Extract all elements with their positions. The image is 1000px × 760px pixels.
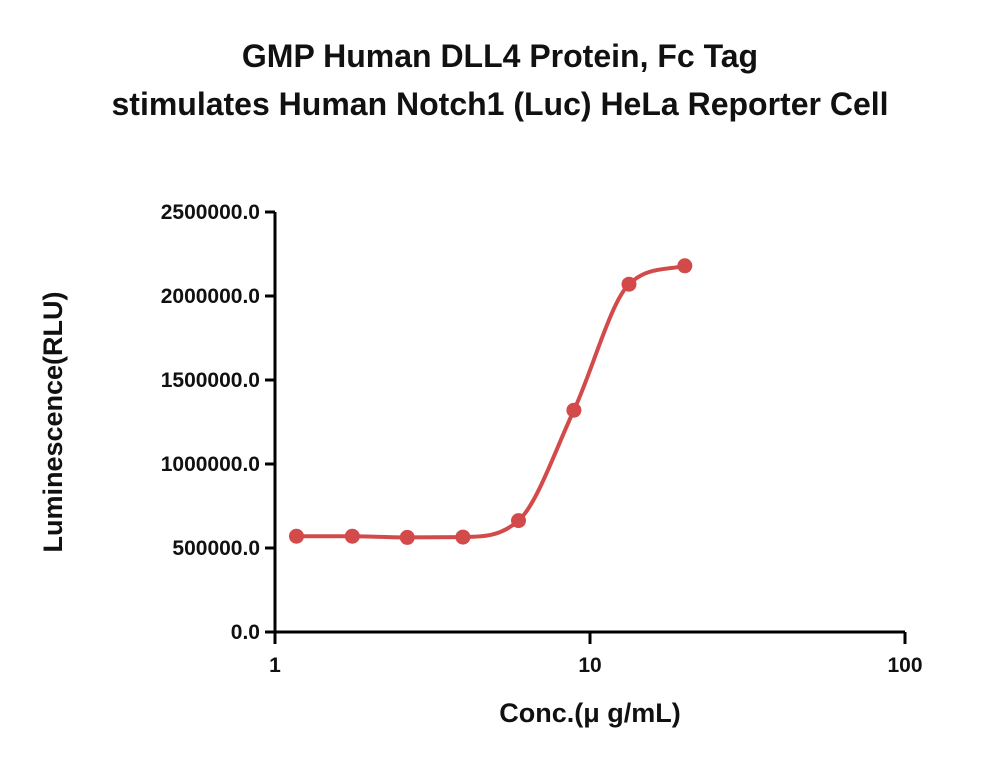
x-tick-label: 1: [269, 654, 281, 677]
data-point: [455, 529, 471, 545]
x-tick-label: 10: [578, 654, 601, 677]
data-point: [511, 513, 527, 529]
data-point: [344, 528, 360, 544]
data-point: [677, 258, 693, 274]
y-tick-label: 1500000.0: [161, 369, 260, 392]
x-axis-ticks: 1 10 100: [269, 632, 923, 677]
y-tick-label: 1000000.0: [161, 453, 260, 476]
y-axis-ticks: 0.0 500000.0 1000000.0 1500000.0 2000000.0 25…: [161, 201, 275, 644]
y-tick-label: 2000000.0: [161, 285, 260, 308]
data-points: [288, 258, 693, 545]
x-axis-title: Conc.(μ g/mL): [499, 698, 681, 728]
y-tick-label: 2500000.0: [161, 201, 260, 224]
chart-axes: [273, 212, 905, 634]
data-point: [288, 528, 304, 544]
chart-title-line-2: stimulates Human Notch1 (Luc) HeLa Repor…: [111, 86, 889, 122]
data-point: [399, 529, 415, 545]
x-tick-label: 100: [887, 654, 922, 677]
data-point: [566, 402, 582, 418]
data-point: [621, 276, 637, 292]
y-axis-title: Luminescence(RLU): [38, 291, 68, 552]
y-tick-label: 0.0: [231, 621, 260, 644]
fit-curve: [294, 263, 687, 540]
y-tick-label: 500000.0: [172, 537, 260, 560]
chart-title-line-1: GMP Human DLL4 Protein, Fc Tag: [241, 38, 759, 74]
